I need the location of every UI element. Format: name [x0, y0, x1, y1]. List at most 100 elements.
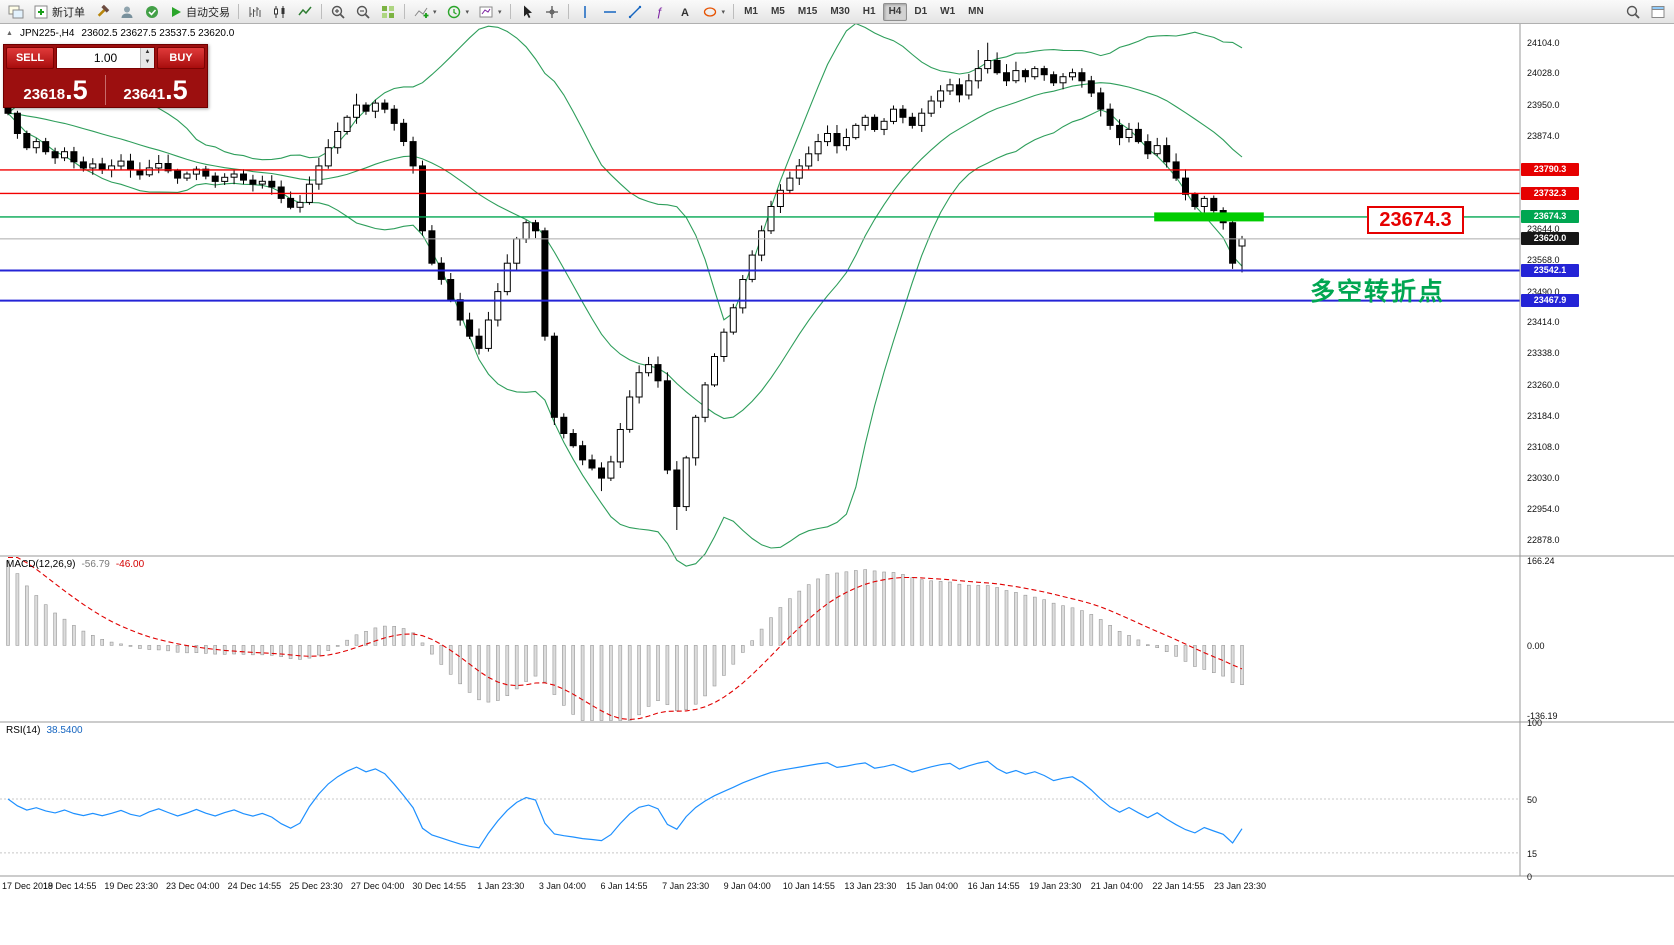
- macd-bar: [891, 572, 896, 646]
- timeframe-mn-button[interactable]: MN: [962, 3, 990, 21]
- pivot-point-annotation[interactable]: 多空转折点: [1310, 278, 1446, 306]
- fibonacci-button[interactable]: ƒ: [648, 2, 672, 22]
- timeframe-d1-button[interactable]: D1: [908, 3, 933, 21]
- candle-body: [805, 153, 813, 167]
- autotrading-button[interactable]: 自动交易: [165, 2, 234, 22]
- macd-bar: [646, 645, 651, 707]
- candle-body: [607, 461, 615, 479]
- macd-bar: [439, 645, 444, 665]
- macd-bar: [175, 645, 180, 653]
- sell-price[interactable]: 23618 .5: [6, 77, 105, 105]
- new-order-icon: [34, 5, 48, 18]
- candle-body: [861, 116, 869, 126]
- macd-bar: [590, 645, 594, 721]
- volume-up-button[interactable]: ▲: [140, 48, 154, 58]
- candle-body: [1238, 238, 1246, 247]
- templates-button[interactable]: ▾: [474, 2, 506, 22]
- new-chart-button[interactable]: [4, 2, 28, 22]
- candle-body: [513, 238, 521, 264]
- horizontal-line-button[interactable]: [598, 2, 622, 22]
- buy-button[interactable]: BUY: [157, 47, 205, 69]
- profile-icon: [121, 6, 133, 18]
- volume-down-button[interactable]: ▼: [140, 58, 154, 68]
- macd-bar: [354, 634, 359, 646]
- timeframe-m30-button[interactable]: M30: [824, 3, 855, 21]
- bar-chart-button[interactable]: [243, 2, 267, 22]
- profiles-button[interactable]: [115, 2, 139, 22]
- metaeditor-button[interactable]: [90, 2, 114, 22]
- symbol-info: ▲ JPN225-,H4 23602.5 23627.5 23537.5 236…: [6, 28, 234, 39]
- volume-value[interactable]: 1.00: [93, 51, 118, 65]
- rsi-value: 38.5400: [46, 725, 83, 736]
- dropdown-arrow-icon: ▾: [498, 8, 502, 16]
- timeframe-h1-button[interactable]: H1: [857, 3, 882, 21]
- hammer-icon: [97, 4, 110, 17]
- macd-bar: [364, 630, 368, 646]
- macd-bar: [580, 645, 585, 721]
- candle-body: [447, 279, 455, 301]
- candlestick-chart-button[interactable]: [268, 2, 292, 22]
- macd-bar: [712, 645, 717, 687]
- macd-bar: [420, 642, 425, 646]
- trendline-button[interactable]: [623, 2, 647, 22]
- macd-bar: [1202, 645, 1207, 670]
- macd-bar: [788, 598, 792, 646]
- candle-body: [268, 180, 276, 188]
- candle-body: [758, 230, 766, 256]
- chart-window-button[interactable]: [1646, 2, 1670, 22]
- macd-bar: [722, 645, 726, 676]
- vertical-line-button[interactable]: [573, 2, 597, 22]
- macd-bar: [119, 643, 123, 646]
- macd-bar: [1164, 645, 1169, 653]
- macd-bar: [901, 574, 905, 646]
- indicators-button[interactable]: ▾: [409, 2, 441, 22]
- candle-body: [221, 176, 229, 182]
- timeframe-h4-button[interactable]: H4: [882, 2, 908, 21]
- macd-bar: [411, 632, 415, 646]
- toolbar-separator: [238, 4, 239, 19]
- buy-price[interactable]: 23641 .5: [106, 77, 205, 105]
- candle-body: [880, 120, 888, 130]
- clock-icon: [447, 5, 460, 18]
- symbol-search-button[interactable]: [1621, 2, 1645, 22]
- macd-bar: [844, 571, 849, 646]
- new-order-button[interactable]: 新订单: [29, 2, 89, 22]
- macd-bar: [204, 645, 208, 654]
- candle-body: [927, 100, 935, 114]
- timeframe-m1-button[interactable]: M1: [738, 3, 764, 21]
- macd-bar: [62, 618, 67, 646]
- macd-bar: [957, 583, 962, 646]
- horizontal-line-icon: [603, 10, 616, 13]
- cursor-button[interactable]: [515, 2, 539, 22]
- macd-bar: [1014, 592, 1018, 646]
- candle-body: [899, 108, 907, 118]
- community-button[interactable]: [140, 2, 164, 22]
- candle-body: [1069, 72, 1076, 78]
- macd-indicator-label: MACD(12,26,9) -56.79 -46.00: [6, 559, 144, 570]
- crosshair-button[interactable]: [540, 2, 564, 22]
- symbol-title: JPN225-,H4: [19, 28, 75, 39]
- volume-stepper[interactable]: 1.00 ▲ ▼: [56, 47, 155, 69]
- periods-button[interactable]: ▾: [442, 2, 474, 22]
- text-label-button[interactable]: A: [673, 2, 697, 22]
- candle-body: [362, 104, 370, 112]
- macd-bar: [731, 645, 736, 665]
- macd-bar: [34, 595, 39, 646]
- macd-bar: [684, 645, 689, 711]
- tile-windows-button[interactable]: [376, 2, 400, 22]
- zoom-in-button[interactable]: [326, 2, 350, 22]
- timeframe-m15-button[interactable]: M15: [792, 3, 823, 21]
- timeframe-m5-button[interactable]: M5: [765, 3, 791, 21]
- price-level-callout[interactable]: 23674.3: [1367, 206, 1464, 234]
- candle-body: [711, 356, 718, 386]
- timeframe-w1-button[interactable]: W1: [934, 3, 961, 21]
- line-chart-button[interactable]: [293, 2, 317, 22]
- sell-button[interactable]: SELL: [6, 47, 54, 69]
- candle-body: [70, 151, 78, 163]
- zoom-out-button[interactable]: [351, 2, 375, 22]
- tile-windows-icon: [382, 5, 394, 18]
- macd-bar: [81, 630, 86, 646]
- support-highlight-bar[interactable]: [1154, 212, 1264, 222]
- shapes-button[interactable]: ▾: [698, 2, 730, 22]
- template-icon: [479, 6, 493, 17]
